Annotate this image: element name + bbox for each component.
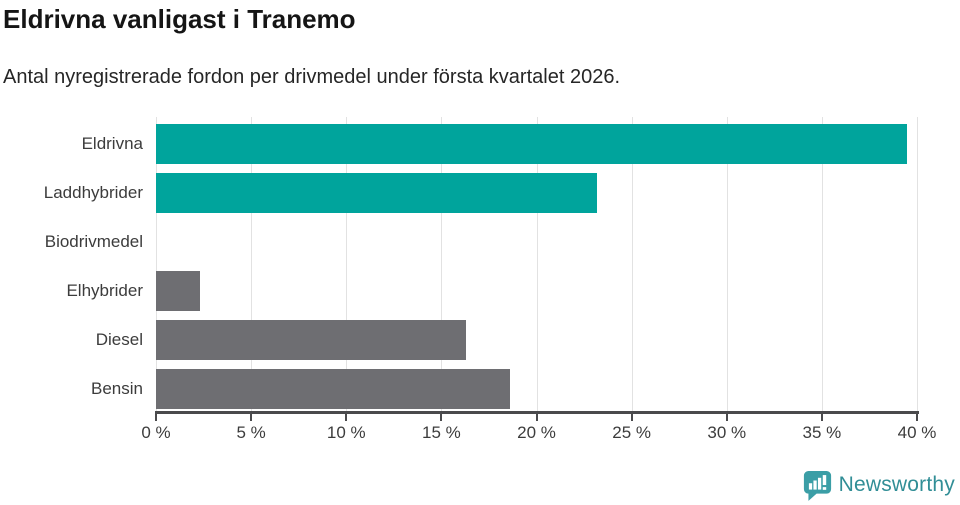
x-tick-mark — [345, 414, 348, 421]
category-axis: Eldrivna Laddhybrider Biodrivmedel Elhybrid… — [0, 117, 143, 411]
x-tick-mark — [725, 414, 728, 421]
chart-title: Eldrivna vanligast i Tranemo — [3, 4, 356, 34]
gridline — [251, 117, 253, 411]
x-tick-mark — [916, 414, 918, 421]
bar-diesel — [156, 320, 467, 360]
category-label: Bensin — [91, 379, 143, 398]
x-tick-mark — [250, 414, 253, 421]
x-tick-mark — [155, 414, 157, 421]
category-label: Biodrivmedel — [44, 232, 143, 251]
x-tick-label: 0 % — [141, 423, 171, 442]
gridline — [917, 117, 918, 411]
gridline — [441, 117, 443, 411]
gridline — [536, 117, 538, 411]
gridline — [821, 117, 823, 411]
bar-eldrivna — [156, 124, 908, 164]
x-tick-label: 30 % — [707, 423, 747, 442]
chart-subtitle: Antal nyregistrerade fordon per drivmede… — [3, 66, 621, 88]
x-tick-mark — [820, 414, 823, 421]
gridline — [346, 117, 348, 411]
gridline — [631, 117, 633, 411]
x-tick-mark — [440, 414, 443, 421]
category-label: Elhybrider — [66, 281, 143, 300]
newsworthy-logo-icon — [803, 470, 831, 501]
brand-name: Newsworthy — [838, 473, 955, 496]
bar-laddhybrider — [156, 173, 598, 213]
x-tick-label: 25 % — [612, 423, 651, 442]
bar-bensin — [156, 369, 510, 409]
x-tick-mark — [630, 414, 633, 421]
x-tick-label: 40 % — [897, 423, 937, 442]
gridline — [726, 117, 728, 411]
category-label: Eldrivna — [81, 134, 143, 153]
bar-elhybrider — [156, 271, 200, 311]
x-tick-label: 10 % — [326, 423, 366, 442]
gridline — [156, 117, 157, 411]
x-tick-label: 20 % — [517, 423, 556, 442]
brand-logo: Newsworthy — [803, 469, 955, 501]
category-label: Diesel — [95, 330, 143, 349]
plot-area — [156, 117, 918, 411]
category-label: Laddhybrider — [43, 183, 143, 202]
x-tick-label: 15 % — [422, 423, 461, 442]
x-tick-label: 35 % — [802, 423, 842, 442]
x-tick-label: 5 % — [236, 423, 266, 442]
x-tick-mark — [535, 414, 538, 421]
x-axis-line — [155, 411, 919, 414]
